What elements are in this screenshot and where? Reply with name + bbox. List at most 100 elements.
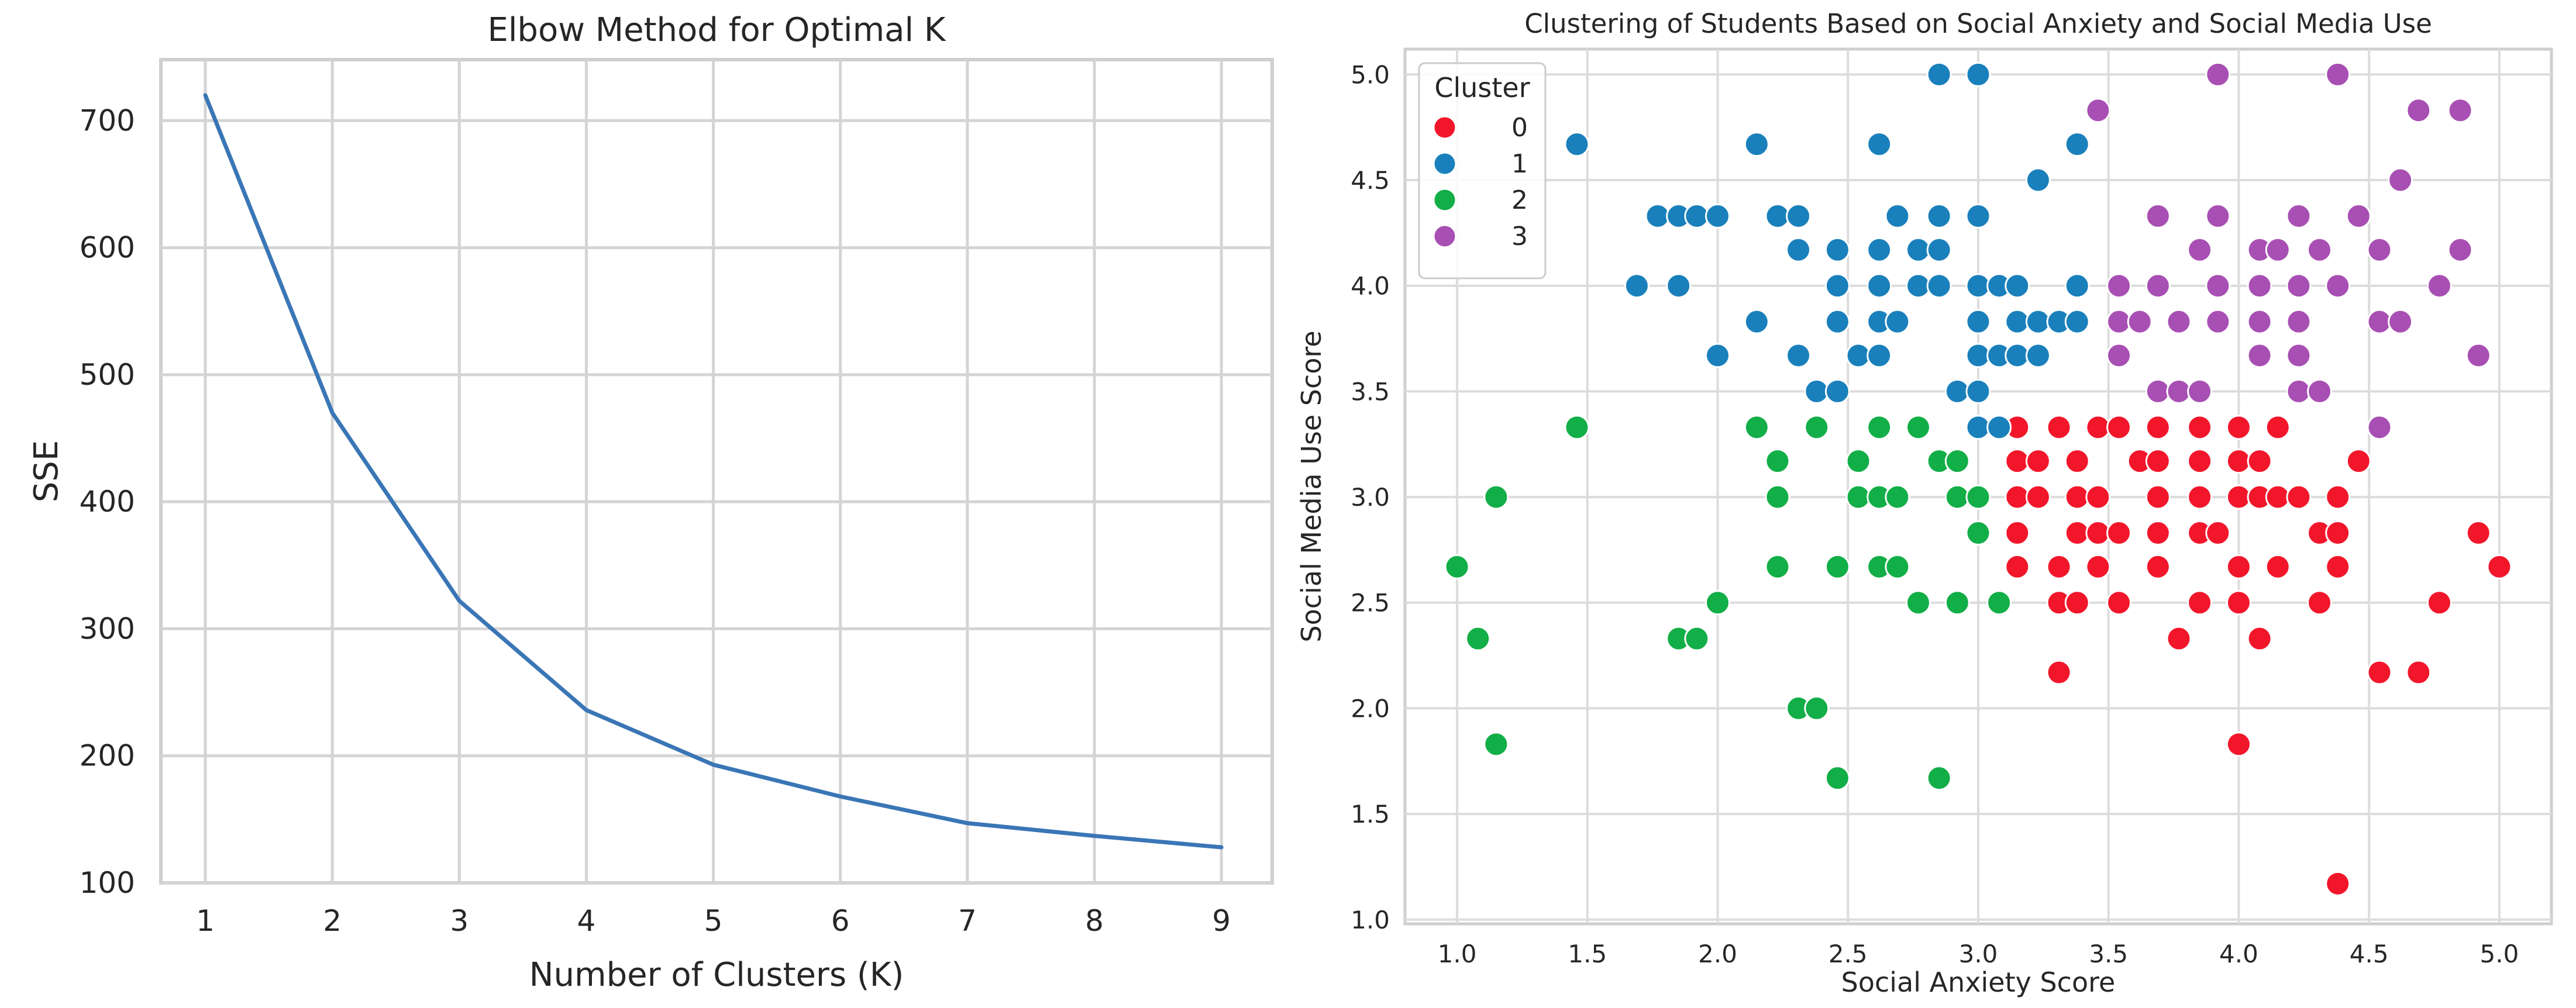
elbow-chart: 1 2 3 4 5 6 7 8 9 100 200 300 400 500 600 700 Elbow Me… [27,11,1274,994]
cluster-2-point [1824,554,1850,579]
scatter-x-tick-label: 4.0 [2219,940,2258,968]
cluster-0-point [2166,626,2192,651]
cluster-0-point [2085,520,2111,546]
cluster-3-point [2406,98,2432,123]
cluster-3-point [2325,273,2351,299]
scatter-x-tick-label: 5.0 [2480,940,2519,968]
cluster-1-point [1824,309,1850,334]
cluster-1-point [1926,61,1952,87]
cluster-0-point [2106,415,2132,440]
cluster-1-point [1786,203,1812,229]
cluster-1-point [1885,203,1910,229]
cluster-3-point [2127,309,2153,334]
legend-frame [1418,62,1547,279]
elbow-x-tick-label: 3 [450,904,469,938]
scatter-y-tick-label: 2.0 [1351,694,1390,723]
cluster-3-point [2205,61,2231,87]
cluster-2-point [1804,695,1830,721]
cluster-0-point [2325,554,2351,579]
cluster-0-point [2046,415,2072,440]
cluster-2-point [1944,448,1970,474]
cluster-0-point [2106,520,2132,546]
cluster-1-point [1666,273,1692,299]
cluster-3-point [2346,203,2371,229]
cluster-1-point [2025,309,2051,334]
cluster-2-point [1944,484,1970,510]
elbow-chart-panel: 1 2 3 4 5 6 7 8 9 100 200 300 400 500 600 700 Elbow Me… [0,0,1287,1006]
cluster-2-point [1845,484,1871,510]
cluster-1-point [2025,343,2051,368]
cluster-0-point [2064,520,2090,546]
elbow-series [203,93,1224,850]
elbow-sse-line [203,93,1224,850]
cluster-0-point [2346,448,2371,474]
cluster-1-point [1965,61,1991,87]
cluster-1-point [1965,203,1991,229]
scatter-y-tick-label: 4.0 [1351,272,1390,301]
cluster-0-point [2005,484,2030,510]
cluster-3-point [2426,273,2452,299]
cluster-0-point [2226,448,2251,474]
scatter-legend: Cluster 0 1 2 3 [1418,62,1547,279]
cluster-0-point [2025,484,2051,510]
legend-marker-cluster-3 [1432,224,1457,248]
cluster-1-point [1564,132,1590,157]
cluster-3-point [2367,309,2392,334]
cluster-1-point [1926,203,1952,229]
cluster-3-point [2187,378,2213,404]
elbow-y-tick-label: 500 [80,358,135,392]
legend-label-cluster-0: 0 [1511,113,1528,143]
cluster-2-point [1465,626,1491,651]
cluster-1-point [1986,415,2012,440]
cluster-0-point [2226,731,2251,757]
cluster-0-point [2005,448,2030,474]
cluster-2-point [1765,484,1790,510]
cluster-1-point [1926,237,1952,263]
cluster-0-point [2187,415,2213,440]
cluster-3-point [2447,237,2473,263]
cluster-3-point [2205,273,2231,299]
cluster-2-point [1944,590,1970,616]
cluster-3-point [2307,237,2333,263]
elbow-x-tick-label: 4 [577,904,596,938]
scatter-x-tick-label: 2.0 [1698,940,1737,968]
cluster-3-point [2205,309,2231,334]
cluster-0-point [2406,660,2432,685]
cluster-2-point [1483,484,1509,510]
cluster-0-point [2367,660,2392,685]
cluster-1-point [1866,237,1892,263]
cluster-0-point [2005,554,2030,579]
elbow-x-tick-label: 8 [1085,904,1104,938]
cluster-1-point [1885,309,1910,334]
cluster-1-point [2064,309,2090,334]
cluster-0-point [2325,871,2351,896]
elbow-x-tick-label: 6 [831,904,850,938]
cluster-3-point [2106,309,2132,334]
cluster-2-point [1906,590,1931,616]
elbow-y-tick-label: 300 [80,612,135,645]
cluster-3-point [2106,343,2132,368]
cluster-3-point [2166,378,2192,404]
cluster-2-point [1444,554,1470,579]
cluster-3-point [2388,309,2413,334]
cluster-3-point [2286,343,2312,368]
cluster-0-point [2465,520,2491,546]
cluster-2-point [1684,626,1710,651]
scatter-x-tick-label: 1.5 [1568,940,1607,968]
cluster-2-point [1845,448,1871,474]
cluster-1-point [1824,273,1850,299]
cluster-3-point [2388,167,2413,193]
cluster-0-point [2286,484,2312,510]
cluster-1-point [1965,273,1991,299]
scatter-y-tick-label: 3.5 [1351,377,1390,406]
cluster-2-point [1965,520,1991,546]
cluster-1-point [2005,309,2030,334]
scatter-x-axis-label: Social Anxiety Score [1841,966,2116,998]
cluster-0-point [2265,554,2291,579]
legend-marker-cluster-1 [1432,151,1457,176]
cluster-1-point [1744,132,1769,157]
elbow-y-axis-label: SSE [27,440,66,502]
scatter-chart: 1.0 1.5 2.0 2.5 3.0 3.5 4.0 4.5 5.0 1.0 1.5 2.0 2.5… [1296,8,2553,998]
cluster-3-point [2187,237,2213,263]
cluster-2-point [1906,415,1931,440]
